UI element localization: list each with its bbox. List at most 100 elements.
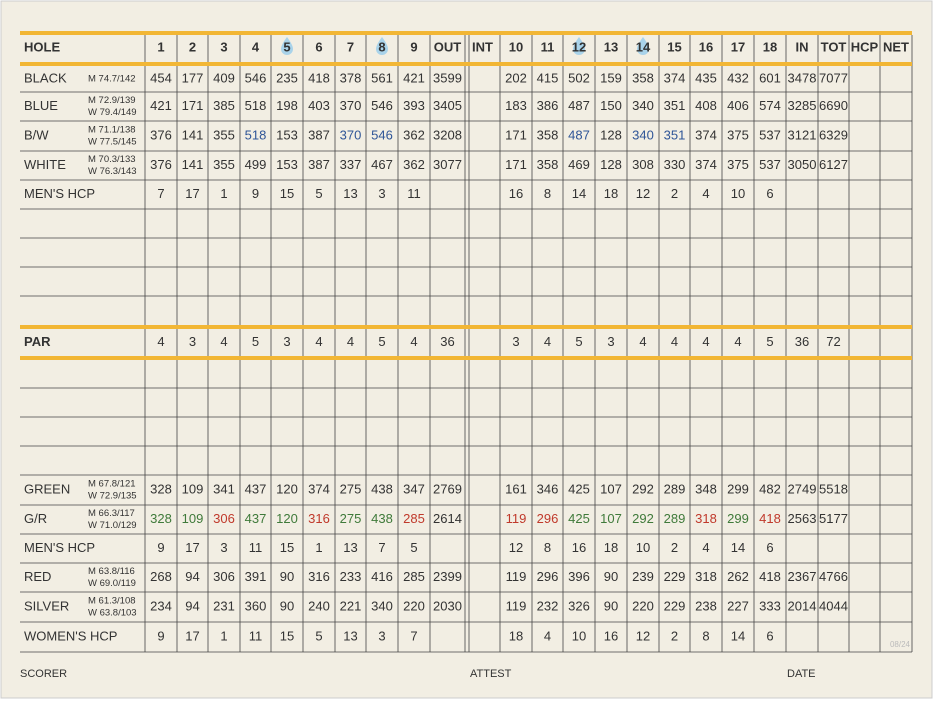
cell: 454 [150,70,172,85]
cell: 299 [727,511,749,526]
cell: 4 [544,628,551,643]
cell: 326 [568,598,590,613]
cell: 3 [220,540,227,555]
row-label: BLUE [24,98,58,113]
cell: 6 [766,186,773,201]
water-drop [281,37,293,55]
cell: 385 [213,98,235,113]
header-cell: TOT [821,39,847,54]
cell: 296 [537,511,559,526]
cell: 289 [664,481,686,496]
cell: 296 [537,569,559,584]
cell: 141 [182,127,204,142]
cell: 16 [572,540,586,555]
cell: 2769 [433,481,462,496]
cell: 120 [276,481,298,496]
cell: 240 [308,598,330,613]
cell: 318 [695,511,717,526]
rating: W 69.0/119 [88,578,136,589]
cell: 6690 [819,98,848,113]
cell: 15 [280,186,294,201]
cell: 275 [340,511,362,526]
water-drop [573,37,585,55]
cell: 432 [727,70,749,85]
row-label: MEN'S HCP [24,186,95,201]
cell: 109 [182,481,204,496]
yellow-bar [20,62,912,66]
cell: 482 [759,481,781,496]
cell: 358 [537,157,559,172]
cell: 341 [213,481,235,496]
header-label: HOLE [24,39,60,54]
cell: 537 [759,157,781,172]
cell: 330 [664,157,686,172]
cell: 109 [182,511,204,526]
cell: 375 [727,157,749,172]
row-label: MEN'S HCP [24,540,95,555]
cell: 346 [537,481,559,496]
cell: 5 [575,334,582,349]
cell: 3208 [433,127,462,142]
rating: M 72.9/139 [88,95,136,106]
row-label: B/W [24,127,49,142]
cell: 340 [632,98,654,113]
cell: 375 [727,127,749,142]
cell: 438 [371,511,393,526]
rating: M 71.1/138 [88,125,136,136]
cell: 5 [252,334,259,349]
cell: 36 [795,334,809,349]
cell: 374 [308,481,330,496]
header-cell: 5 [283,39,290,54]
cell: 3478 [788,70,817,85]
header-cell: IN [796,39,809,54]
cell: 403 [308,98,330,113]
cell: 119 [506,569,527,584]
cell: 232 [537,598,559,613]
cell: 12 [509,540,523,555]
grid [20,31,913,653]
cell: 360 [245,598,267,613]
cell: 285 [403,569,425,584]
cell: 5 [315,186,322,201]
cell: 4 [702,186,709,201]
date-label: DATE [787,668,816,680]
cell: 5 [410,540,417,555]
header-cell: 15 [667,39,681,54]
cell: 2749 [788,481,817,496]
header-cell: 10 [509,39,523,54]
header-cell: 11 [541,39,555,54]
cell: 408 [695,98,717,113]
cell: 328 [150,481,172,496]
cell: 177 [182,70,204,85]
cell: 14 [572,186,586,201]
cell: 15 [280,628,294,643]
header-cell: 14 [636,39,651,54]
cell: 262 [727,569,749,584]
cell: 150 [600,98,622,113]
cell: 11 [407,186,421,201]
code: 08/24 [890,640,911,649]
cell: 358 [632,70,654,85]
cell: 2399 [433,569,462,584]
header-cell: 16 [699,39,713,54]
cell: 2563 [788,511,817,526]
cell: 7 [378,540,385,555]
cell: 90 [280,569,294,584]
cell: 499 [245,157,267,172]
cells: HOLE 1 2 3 4 5 6 7 8 9 OUT INT 10 11 12 13 14 15 16 17 18 IN T… [24,37,909,643]
cell: 537 [759,127,781,142]
cell: 16 [604,628,618,643]
cell: 183 [505,98,527,113]
cell: 374 [695,127,717,142]
cell: 12 [636,186,650,201]
cell: 3 [283,334,290,349]
cell: 438 [371,481,393,496]
cell: 318 [695,569,717,584]
cell: 119 [506,598,527,613]
cell: 4 [410,334,417,349]
header-cell: OUT [434,39,462,54]
cell: 9 [252,186,259,201]
rating: W 72.9/135 [88,491,137,502]
cell: 128 [600,157,622,172]
